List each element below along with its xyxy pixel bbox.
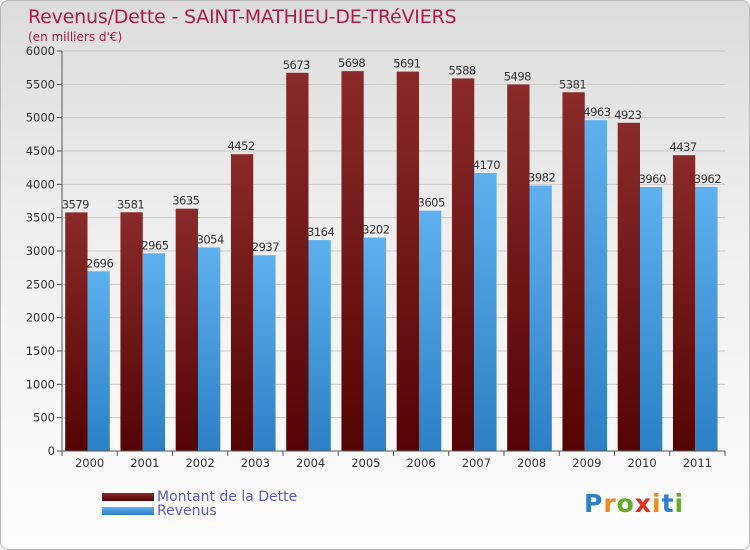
bar-dette [120, 212, 143, 451]
bar-revenus [584, 120, 608, 451]
brand-letter: o [616, 489, 635, 518]
grid-lines [62, 50, 725, 452]
data-label: 5588 [448, 63, 475, 77]
data-label: 5381 [559, 77, 586, 91]
y-tick-label: 6000 [26, 44, 55, 58]
chart-title: Revenus/Dette - SAINT-MATHIEU-DE-TRéVIER… [28, 6, 457, 28]
x-tick-label: 2008 [517, 456, 546, 470]
bar-dette [65, 212, 88, 451]
data-label: 5691 [393, 57, 420, 71]
data-label: 4923 [614, 108, 641, 122]
y-tick-label: 500 [33, 411, 55, 425]
y-tick-label: 5000 [26, 111, 55, 125]
data-label: 2937 [252, 240, 279, 254]
data-label: 2696 [86, 256, 113, 270]
x-tick-label: 2000 [75, 456, 104, 470]
y-tick-label: 3500 [26, 211, 55, 225]
x-tick-label: 2010 [627, 456, 656, 470]
legend-swatch-dette [102, 493, 154, 501]
proxiti-logo: Proxiti [584, 489, 684, 518]
data-label: 3982 [528, 171, 555, 185]
data-label: 4437 [669, 140, 696, 154]
y-tick-label: 4500 [26, 144, 55, 158]
y-tick-label: 2000 [26, 311, 55, 325]
data-label: 4170 [473, 158, 500, 172]
bar-dette [396, 71, 419, 451]
brand-letter: i [652, 489, 662, 518]
x-tick-label: 2011 [683, 456, 712, 470]
data-label: 2965 [141, 238, 168, 252]
bar-dette [286, 72, 309, 452]
data-label: 3054 [197, 232, 224, 246]
data-label: 3164 [307, 225, 334, 239]
y-tick-label: 5500 [26, 77, 55, 91]
data-label: 3202 [362, 223, 389, 237]
legend-label-dette: Montant de la Dette [157, 489, 298, 505]
bar-revenus [198, 247, 221, 451]
y-tick-label: 0 [48, 444, 55, 458]
bar-dette [562, 92, 585, 452]
y-tick-label: 1000 [26, 377, 55, 391]
legend-swatch-revenus [102, 507, 154, 515]
data-label: 3960 [639, 172, 666, 186]
brand-letter: x [634, 489, 652, 518]
bar-dette [230, 154, 254, 451]
bar-dette [341, 71, 364, 451]
x-tick-label: 2007 [462, 456, 491, 470]
bar-dette [617, 122, 640, 452]
legend-item-revenus: Revenus [102, 503, 217, 519]
bar-revenus [474, 173, 497, 451]
chart-subtitle: (en milliers d'€) [28, 30, 123, 44]
y-tick-label: 4000 [26, 177, 55, 191]
x-axis: 2000 2001 2002 2003 2004 2005 2006 2007 2008 2009… [61, 450, 726, 470]
bar-revenus [253, 255, 276, 451]
bar-revenus [142, 253, 166, 451]
legend-item-dette: Montant de la Dette [102, 489, 297, 505]
x-tick-label: 2001 [130, 456, 159, 470]
brand-letter: t [661, 489, 675, 518]
bar-revenus [529, 185, 552, 452]
bar-dette [672, 155, 696, 451]
brand-letter: P [584, 489, 604, 518]
data-label: 3635 [172, 194, 199, 208]
bar-revenus [419, 210, 442, 451]
data-label: 5498 [504, 69, 531, 83]
bar-dette [507, 84, 530, 451]
y-tick-label: 2500 [26, 277, 55, 291]
data-label: 3605 [418, 196, 445, 210]
bar-revenus [308, 240, 331, 451]
y-tick-label: 3000 [26, 244, 55, 258]
bar-revenus [640, 187, 663, 451]
y-tick-label: 1500 [26, 344, 55, 358]
bar-revenus [87, 271, 110, 451]
bar-dette [175, 208, 198, 451]
x-tick-label: 2003 [241, 456, 270, 470]
data-label: 5698 [338, 56, 365, 70]
brand-letter: r [603, 489, 617, 518]
x-tick-label: 2005 [351, 456, 380, 470]
bar-revenus [695, 186, 718, 451]
data-label: 4963 [583, 105, 610, 119]
legend-label-revenus: Revenus [157, 503, 217, 519]
x-tick-label: 2004 [296, 456, 325, 470]
brand-letter: i [674, 489, 685, 518]
x-tick-label: 2006 [406, 456, 435, 470]
data-label: 3962 [694, 172, 721, 186]
x-tick-label: 2002 [185, 456, 214, 470]
bars [65, 71, 718, 452]
bar-revenus [363, 237, 387, 451]
y-axis: 0 500 1000 1500 2000 2500 3000 3500 4000 4500 5000… [26, 44, 63, 458]
bar-dette [451, 78, 475, 451]
data-label: 5673 [283, 58, 310, 72]
data-label: 3579 [62, 197, 89, 211]
data-label: 4452 [227, 139, 254, 153]
data-labels: 3579 3581 3635 4452 5673 5698 5691 5588 5498 5381… [62, 56, 722, 270]
x-tick-label: 2009 [572, 456, 601, 470]
data-label: 3581 [117, 197, 144, 211]
